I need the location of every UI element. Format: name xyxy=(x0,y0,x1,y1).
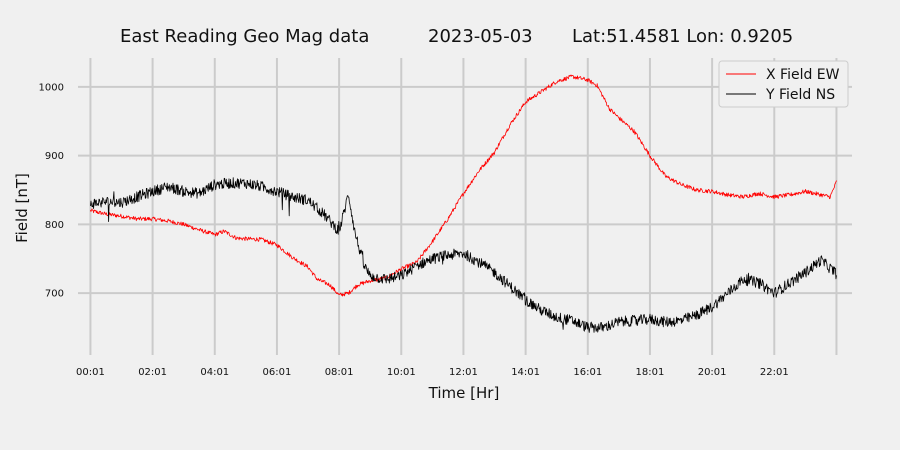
x-tick-label: 06:01 xyxy=(263,367,292,378)
y-tick-label: 800 xyxy=(45,220,64,231)
series-line xyxy=(90,177,837,333)
chart-title: East Reading Geo Mag data 2023-05-03 Lat… xyxy=(120,26,793,47)
title-location: Lat:51.4581 Lon: 0.9205 xyxy=(572,26,793,47)
x-tick-label: 22:01 xyxy=(760,367,789,378)
x-tick-label: 00:01 xyxy=(76,367,105,378)
series-line xyxy=(90,74,837,297)
tick-labels: 00:01 02:01 04:01 06:01 08:01 10:01 12:01 14:01… xyxy=(39,82,789,378)
x-tick-label: 16:01 xyxy=(573,367,602,378)
legend-box xyxy=(718,60,849,108)
y-tick-label: 900 xyxy=(45,151,64,162)
x-tick-label: 04:01 xyxy=(200,367,229,378)
x-tick-label: 20:01 xyxy=(698,367,727,378)
x-tick-label: 08:01 xyxy=(325,367,354,378)
x-tick-label: 02:01 xyxy=(138,367,167,378)
legend: X Field EW Y Field NS xyxy=(718,60,849,108)
title-station: East Reading Geo Mag data xyxy=(120,26,369,47)
y-tick-label: 1000 xyxy=(39,82,64,93)
legend-label-x-field: X Field EW xyxy=(766,67,840,83)
title-date: 2023-05-03 xyxy=(428,26,533,47)
x-tick-label: 12:01 xyxy=(449,367,478,378)
x-tick-label: 18:01 xyxy=(636,367,665,378)
x-tick-label: 14:01 xyxy=(511,367,540,378)
legend-label-y-field: Y Field NS xyxy=(765,87,835,103)
plot-lines xyxy=(90,74,837,333)
x-tick-label: 10:01 xyxy=(387,367,416,378)
x-axis-label: Time [Hr] xyxy=(428,384,500,402)
y-axis-label: Field [nT] xyxy=(13,173,31,243)
y-tick-label: 700 xyxy=(45,289,64,300)
